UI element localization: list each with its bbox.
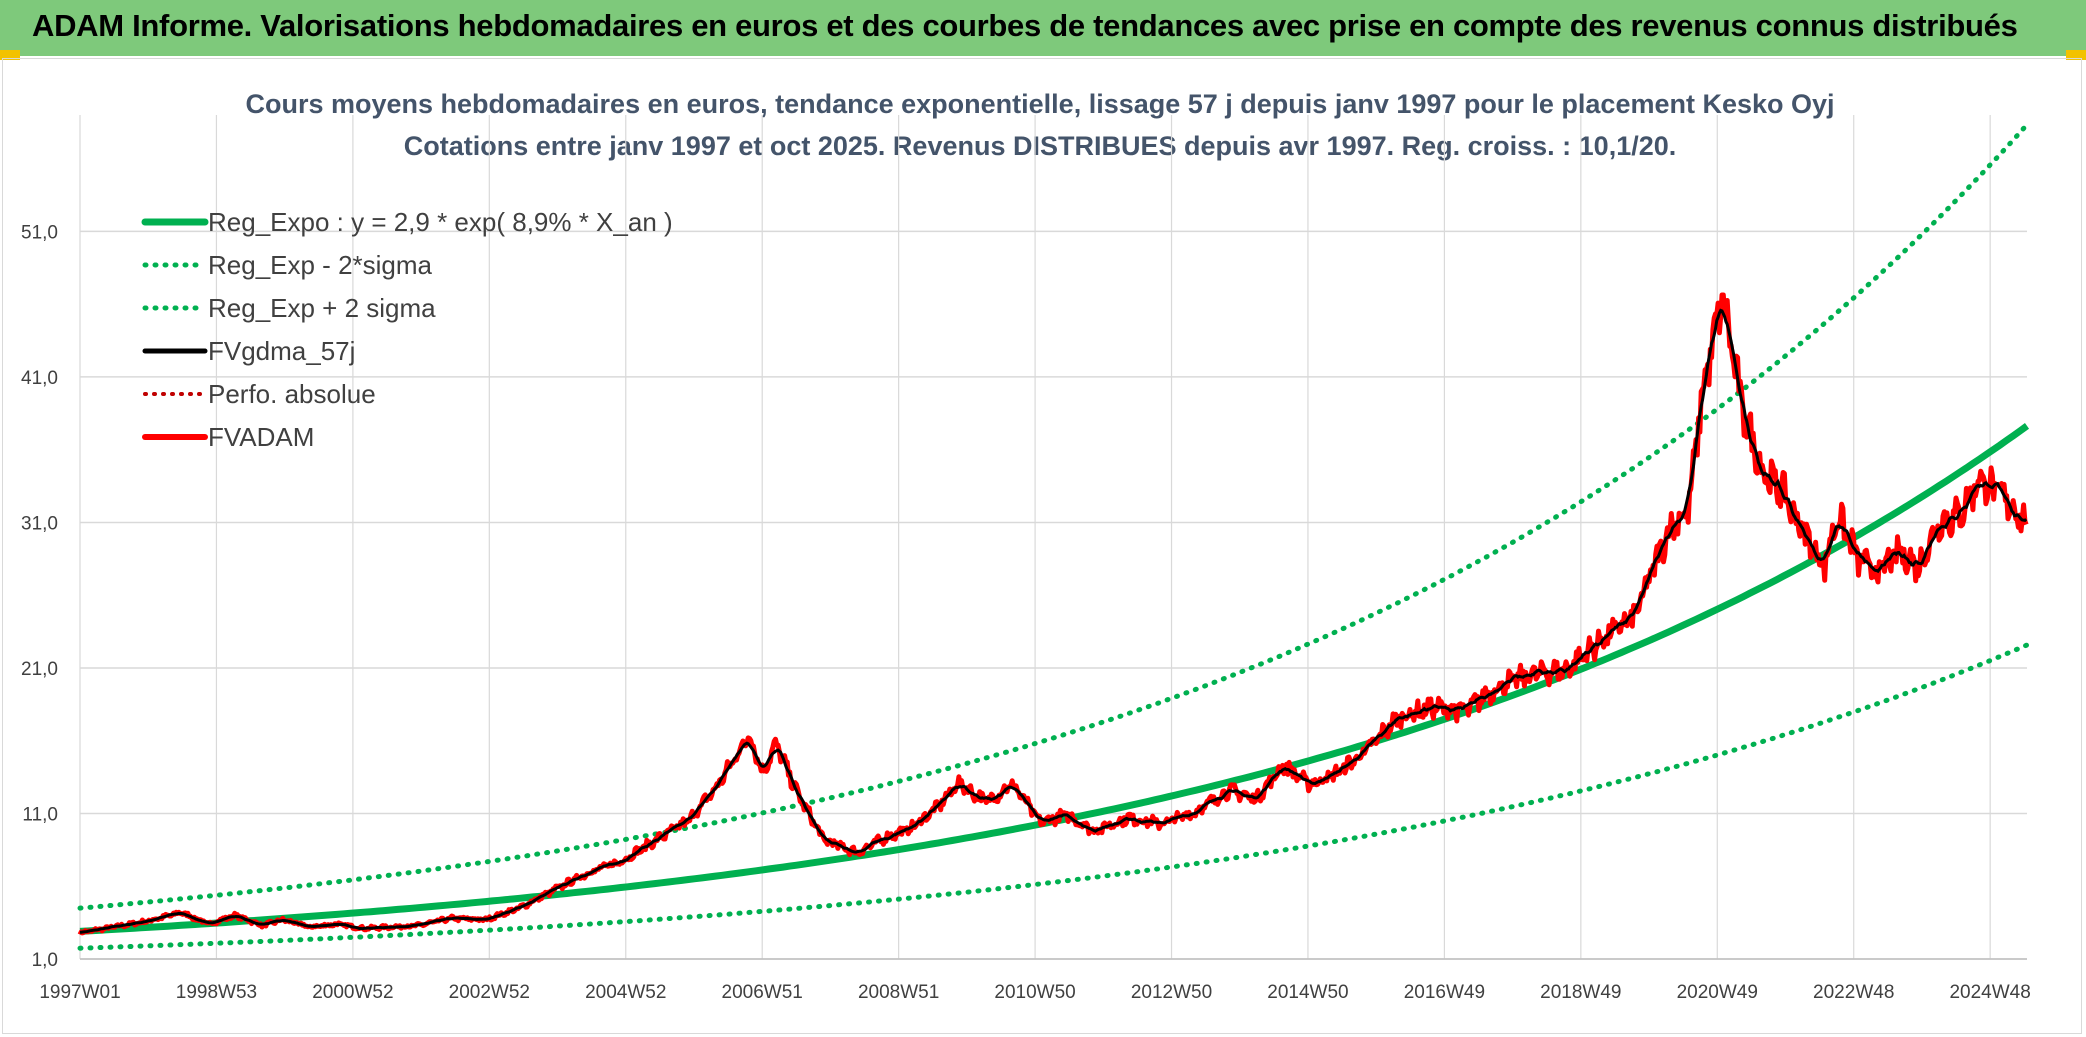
grid-lines (79, 115, 2027, 960)
legend-fvadam-label: FVADAM (208, 422, 314, 452)
axes: 1,0 11,0 21,0 31,0 41,0 51,0 1997W01 1998W53 200… (21, 222, 2031, 1003)
y-tick-label: 21,0 (21, 659, 58, 680)
series-lines (77, 122, 2030, 951)
right-corner-marker (2066, 50, 2086, 60)
legend-reg-exp-plus-label: Reg_Exp + 2 sigma (208, 293, 436, 323)
y-tick-label: 11,0 (22, 804, 58, 825)
series-reg-exp-minus-2sigma (77, 642, 2030, 951)
legend-reg-exp-minus-label: Reg_Exp - 2*sigma (208, 250, 433, 280)
legend-reg-expo-label: Reg_Expo : y = 2,9 * exp( 8,9% * X_an ) (208, 207, 673, 237)
y-tick-label: 41,0 (21, 368, 58, 389)
x-tick-label: 2016W49 (1404, 982, 1485, 1003)
legend-fvgdma-label: FVgdma_57j (208, 336, 355, 366)
x-tick-label: 1998W53 (176, 982, 257, 1003)
chart-frame (2, 58, 2082, 1034)
legend-perfo-absolue-label: Perfo. absolue (208, 379, 376, 409)
left-corner-marker (0, 50, 20, 60)
y-tick-label: 1,0 (32, 950, 58, 971)
x-tick-label: 2002W52 (449, 982, 530, 1003)
x-tick-label: 2022W48 (1813, 982, 1894, 1003)
x-tick-label: 2010W50 (994, 982, 1075, 1003)
x-tick-label: 2018W49 (1540, 982, 1621, 1003)
y-tick-label: 51,0 (21, 222, 58, 243)
x-tick-label: 2020W49 (1677, 982, 1758, 1003)
legend: Reg_Expo : y = 2,9 * exp( 8,9% * X_an ) R… (141, 207, 673, 452)
report-banner: ADAM Informe. Valorisations hebdomadaire… (0, 0, 2086, 56)
x-tick-label: 2006W51 (722, 982, 803, 1003)
x-tick-label: 2024W48 (1949, 982, 2030, 1003)
x-tick-label: 2012W50 (1131, 982, 1212, 1003)
x-tick-label: 1997W01 (39, 982, 120, 1003)
chart-subtitle: Cotations entre janv 1997 et oct 2025. R… (404, 131, 1677, 161)
x-tick-label: 2000W52 (312, 982, 393, 1003)
series-fvgdma-57j (80, 308, 2028, 934)
series-reg-exp-plus-2sigma (77, 122, 2030, 911)
report-title: ADAM Informe. Valorisations hebdomadaire… (32, 8, 2018, 43)
x-tick-label: 2004W52 (585, 982, 666, 1003)
y-tick-label: 31,0 (21, 513, 58, 534)
chart-title: Cours moyens hebdomadaires en euros, ten… (245, 89, 1834, 119)
series-reg-expo (79, 423, 2030, 935)
x-tick-label: 2014W50 (1267, 982, 1348, 1003)
x-tick-label: 2008W51 (858, 982, 939, 1003)
